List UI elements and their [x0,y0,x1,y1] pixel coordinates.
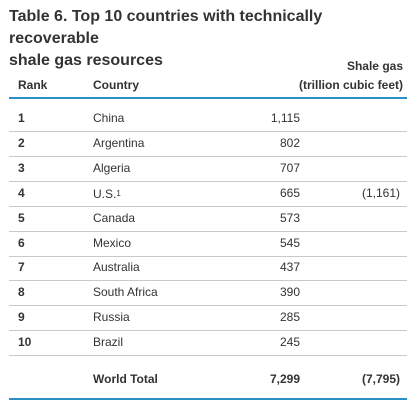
country-cell: Australia [93,255,140,280]
table-title: Table 6. Top 10 countries with technical… [9,6,405,72]
table-row: 7 Australia 437 [9,255,407,280]
country-cell: Argentina [93,131,144,156]
table-title-line-1: Table 6. Top 10 countries with technical… [9,8,323,47]
table-row: 9 Russia 285 [9,305,407,330]
rank-cell: 2 [18,136,25,150]
table-bottom-rule [9,398,407,400]
rank-cell: 10 [18,335,32,349]
country-cell: Mexico [93,231,131,256]
shale-gas-value-cell: 545 [279,236,300,250]
country-cell: Brazil [93,330,123,355]
table-title-line-2: shale gas resources [9,52,163,69]
country-name: Canada [93,211,136,225]
column-header-country: Country [93,78,139,92]
shale-gas-value-cell: 665 [279,186,300,200]
shale-gas-value-cell: 1,115 [270,111,300,125]
shale-gas-value-cell: 573 [279,211,300,225]
shale-gas-value-cell: 390 [279,285,300,299]
country-name: Russia [93,310,130,324]
table-row: 10 Brazil 245 [9,330,407,355]
row-divider [9,206,407,207]
header-divider [9,97,407,99]
country-cell: China [93,106,124,131]
column-header-rank: Rank [18,78,48,92]
country-name: China [93,111,125,125]
table-row: 5 Canada 573 [9,206,407,231]
table-row: 3 Algeria 707 [9,156,407,181]
total-label: World Total [93,372,158,386]
row-divider [9,330,407,331]
rank-cell: 8 [18,285,25,299]
country-name: U.S. [93,187,117,201]
row-divider [9,280,407,281]
country-name: Algeria [93,161,131,175]
country-name: South Africa [93,285,158,299]
table-row: 6 Mexico 545 [9,231,407,256]
country-cell: U.S.1 [93,181,121,207]
shale-gas-value-cell: 437 [279,260,300,274]
country-cell: Russia [93,305,130,330]
table-row: 2 Argentina 802 [9,131,407,156]
rank-cell: 4 [18,186,25,200]
table-row: 4 U.S.1 665 (1,161) [9,181,407,206]
country-name: Australia [93,260,140,274]
total-value: 7,299 [269,372,300,386]
alternate-estimate-cell: (1,161) [361,186,400,200]
row-divider [9,131,407,132]
total-row: World Total 7,299 (7,795) [9,367,407,392]
shale-gas-value-cell: 245 [279,335,300,349]
shale-gas-value-cell: 285 [279,310,300,324]
table-row: 8 South Africa 390 [9,280,407,305]
row-divider [9,181,407,182]
rank-cell: 5 [18,211,25,225]
total-alternate-value: (7,795) [361,372,400,386]
table-row: 1 China 1,115 [9,106,407,131]
country-name: Brazil [93,335,124,349]
row-divider [9,305,407,306]
footnote-marker: 1 [116,189,121,198]
rank-cell: 1 [18,111,25,125]
country-cell: Canada [93,206,135,231]
rank-cell: 7 [18,260,25,274]
country-cell: South Africa [93,280,158,305]
row-divider [9,231,407,232]
shale-gas-value-cell: 707 [279,161,300,175]
row-divider [9,355,407,356]
shale-gas-value-cell: 802 [279,136,300,150]
country-name: Mexico [93,236,132,250]
column-header-shale-gas-units: (trillion cubic feet) [298,78,403,92]
column-header-shale-gas: Shale gas [346,59,403,73]
country-cell: Algeria [93,156,130,181]
row-divider [9,156,407,157]
rank-cell: 3 [18,161,25,175]
rank-cell: 6 [18,236,25,250]
rank-cell: 9 [18,310,25,324]
country-name: Argentina [93,136,145,150]
row-divider [9,256,407,257]
